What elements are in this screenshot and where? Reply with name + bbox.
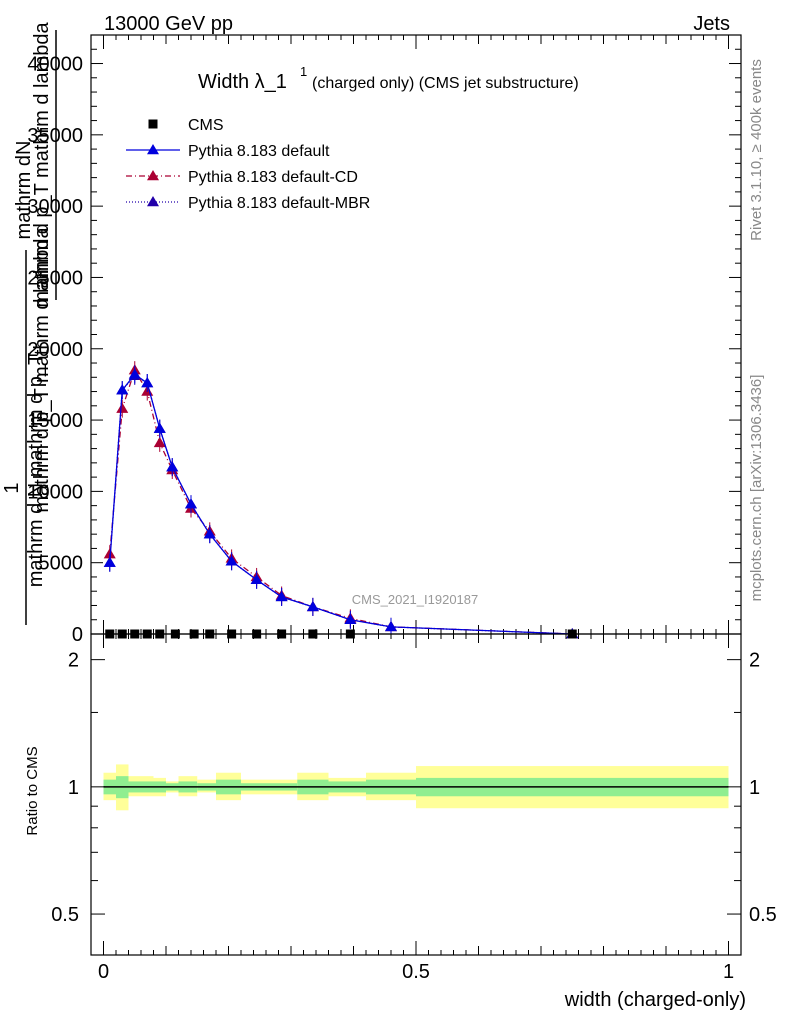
legend-label-pythia-8-183-default: Pythia 8.183 default [188,143,330,160]
ratio-y-tick-label: 2 [68,650,79,672]
legend-item-pythia-8-183-default: Pythia 8.183 default [126,143,330,160]
mcplots-reference-label: mcplots.cern.ch [arXiv:1306.3436] [748,375,765,602]
point-pythia-8-183-default-cd [103,548,116,559]
ratio-panel: 0 0.5 1 0.5 0.5 1 1 2 2 [51,633,777,983]
series-pythia-8-183-default-cd [103,361,579,639]
plot-title-main: Width λ_1 [198,71,287,93]
point-pythia-8-183-default [344,613,357,624]
y-tick-label: 20000 [27,339,83,361]
point-pythia-8-183-default [153,422,166,433]
legend-marker-pythia-8-183-default-mbr [147,196,159,207]
point-pythia-8-183-default [103,556,116,567]
point-pythia-8-183-default [128,368,141,379]
legend-label-pythia-8-183-default-cd: Pythia 8.183 default-CD [188,169,358,186]
y-tick-label: 10000 [27,481,83,503]
series-line-pythia-8-183-default-cd [109,368,573,635]
y-axis-label: mathrm dN mathrm d p_T mathrm d lambda 1… [1,21,57,625]
point-pythia-8-183-default [203,528,216,539]
point-pythia-8-183-default [225,555,238,566]
plot-title-superscript: 1 [300,64,307,79]
y-axis-label-line-3: 1 [1,482,23,493]
ratio-y-tick-label-right: 2 [749,650,760,672]
y-tick-label: 25000 [27,267,83,289]
point-pythia-8-183-default [166,461,179,472]
series-line-pythia-8-183-default [109,373,573,635]
point-pythia-8-183-default-cd [116,402,129,413]
y-tick-label: 35000 [27,125,83,147]
point-pythia-8-183-default [116,384,129,395]
point-pythia-8-183-default [250,573,263,585]
y-axis-label-line-1: mathrm dN [13,141,35,240]
y-axis-label-line-4: mathrm d N mathrm d p_T [25,353,47,588]
y-tick-label: 0 [72,624,83,646]
x-tick-label: 0.5 [402,961,430,983]
series-pythia-8-183-default-mbr [103,366,579,639]
energy-label: 13000 GeV pp [104,13,233,35]
plot-title-subtitle: (charged only) (CMS jet substructure) [312,75,579,92]
series-line-pythia-8-183-default-mbr [109,375,573,635]
y-tick-label: 40000 [27,54,83,76]
legend: CMS Pythia 8.183 default Pythia 8.183 defa… [126,117,370,212]
point-pythia-8-183-default [141,376,154,388]
ratio-y-tick-label-right: 1 [749,777,760,799]
ratio-y-tick-label: 0.5 [51,904,79,926]
x-tick-label: 0 [98,961,109,983]
point-pythia-8-183-default [275,590,288,602]
ratio-y-tick-label-right: 0.5 [749,904,777,926]
y-tick-label: 5000 [39,553,84,575]
y-tick-label: 15000 [27,410,83,432]
y-tick-label: 30000 [27,196,83,218]
analysis-id-watermark: CMS_2021_I1920187 [352,592,479,607]
legend-label-cms: CMS [188,117,224,134]
legend-label-pythia-8-183-default-mbr: Pythia 8.183 default-MBR [188,195,370,212]
ratio-y-axis-label: Ratio to CMS [24,746,41,835]
legend-item-pythia-8-183-default-cd: Pythia 8.183 default-CD [126,169,358,186]
ratio-y-tick-label: 1 [68,777,79,799]
legend-item-cms: CMS [148,117,224,134]
category-label: Jets [693,13,730,35]
point-pythia-8-183-default [306,600,319,612]
x-tick-label: 1 [723,961,734,983]
point-pythia-8-183-default-cd [153,436,166,448]
point-pythia-8-183-default [185,498,197,509]
rivet-version-label: Rivet 3.1.10, ≥ 400k events [748,59,765,241]
legend-marker-pythia-8-183-default [147,144,159,155]
point-pythia-8-183-default [385,620,397,632]
legend-marker-cms [148,119,158,129]
series-pythia-8-183-default [103,365,579,639]
y-axis-label-line-2: mathrm d p_T mathrm d lambda [31,21,53,307]
main-panel: 0 5000 10000 15000 20000 25000 30000 35000 40000 [27,34,742,646]
legend-item-pythia-8-183-default-mbr: Pythia 8.183 default-MBR [126,195,370,212]
legend-marker-pythia-8-183-default-cd [147,170,159,181]
x-axis-label: width (charged-only) [564,989,746,1011]
y-axis-label-line-5: mathrm d p_T mathrm d lambda [31,226,53,512]
